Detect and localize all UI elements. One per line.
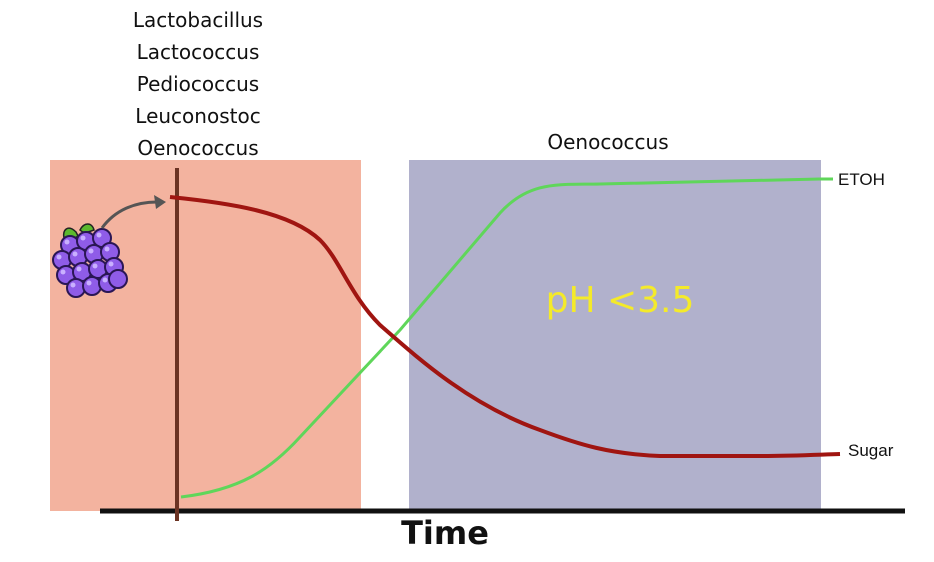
late-phase-region: [409, 160, 821, 511]
bacteria-name: Pediococcus: [136, 72, 260, 96]
bacteria-name: Leuconostoc: [135, 104, 261, 128]
bacteria-name: Lactococcus: [136, 40, 260, 64]
etoh-label: ETOH: [838, 170, 885, 189]
early-phase-region: [50, 160, 361, 511]
ph-note: pH <3.5: [545, 280, 695, 321]
etoh-curve: [180, 177, 821, 499]
time-axis-label: Time: [401, 514, 489, 552]
sugar-label: Sugar: [848, 441, 894, 460]
sugar-curve: [169, 195, 841, 458]
bacteria-name: Oenococcus: [137, 136, 259, 160]
bacteria-name: Lactobacillus: [132, 8, 264, 32]
early-bacteria-list: Lactobacillus Lactococcus Pediococcus Le…: [98, 4, 298, 164]
curved-arrow-icon: [100, 195, 166, 229]
late-bacteria-label: Oenococcus: [547, 130, 669, 154]
grapes-icon: [52, 223, 128, 298]
